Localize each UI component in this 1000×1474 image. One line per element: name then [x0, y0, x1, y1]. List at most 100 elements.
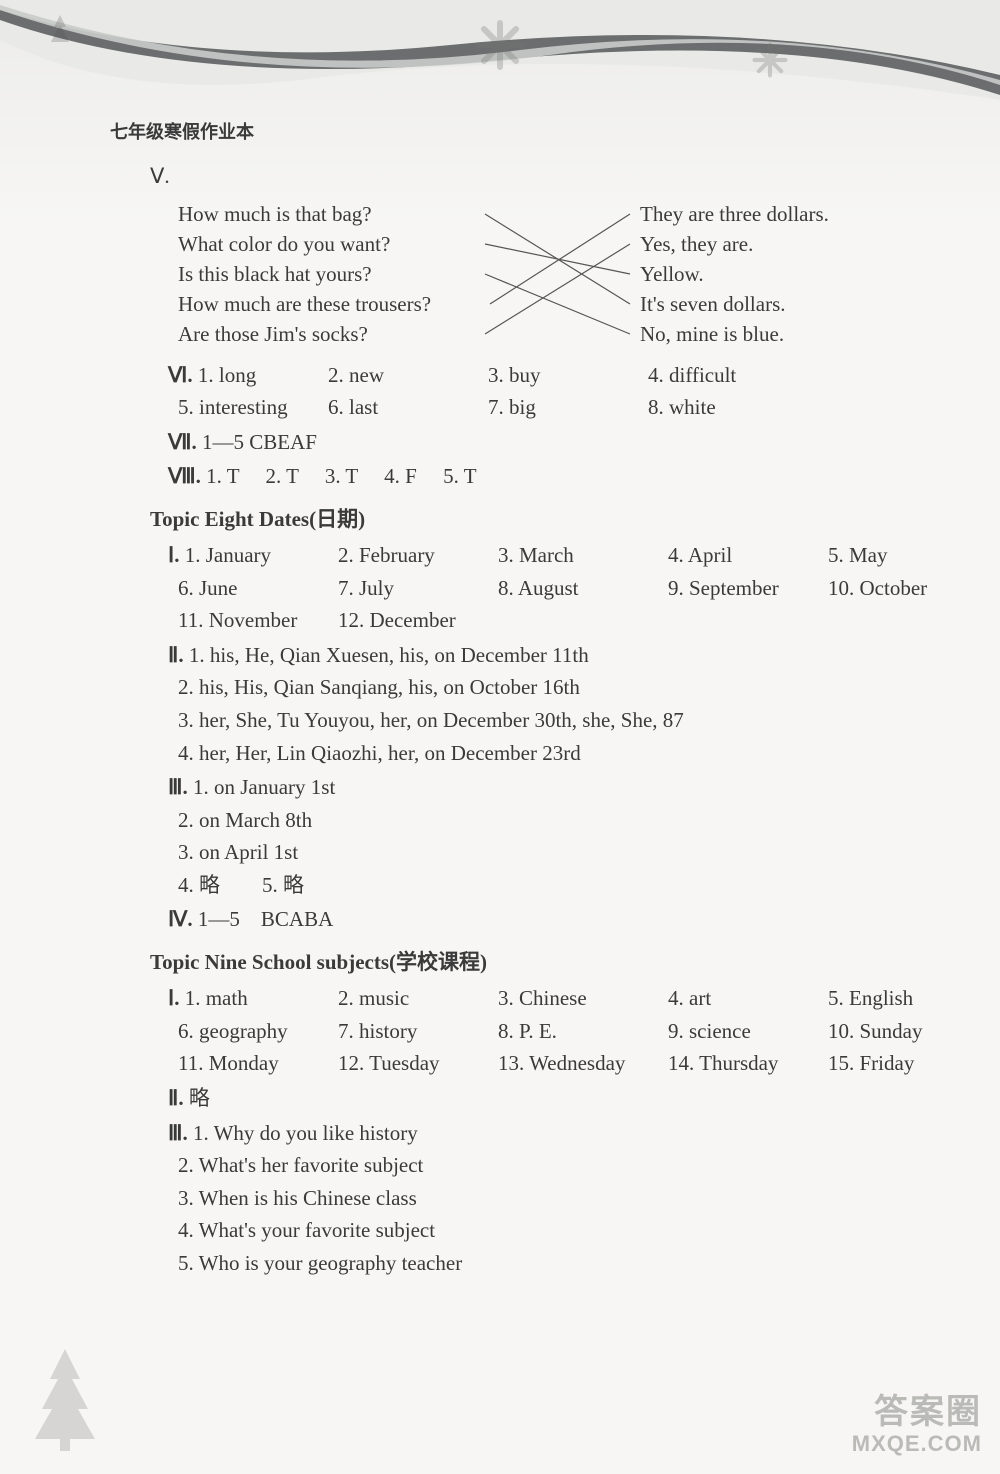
topic8-IV-label: Ⅳ. — [168, 907, 193, 931]
section-8: Ⅷ. 1. T 2. T 3. T 4. F 5. T — [150, 460, 850, 493]
answer-item: 5. interesting — [178, 391, 328, 424]
answer-item: 2. T — [265, 464, 298, 488]
answer-text: 1—5 CBEAF — [202, 430, 317, 454]
topic8-IV: Ⅳ. 1—5 BCABA — [150, 903, 850, 936]
answer-item: 5. T — [443, 464, 476, 488]
topic8-II-2: 2. his, His, Qian Sanqiang, his, on Octo… — [150, 671, 850, 704]
topic8-I-row2: 6. June 7. July 8. August 9. September 1… — [150, 572, 850, 605]
answer-item: 6. June — [178, 572, 338, 605]
section-5-label: Ⅴ. — [150, 160, 850, 193]
topic8-III-2: 2. on March 8th — [150, 804, 850, 837]
match-right-column: They are three dollars. Yes, they are. Y… — [640, 199, 829, 349]
answer-item: 1. math — [185, 986, 248, 1010]
section-6-row1: Ⅵ. 1. long 2. new 3. buy 4. difficult — [150, 359, 850, 392]
answer-item: 7. history — [338, 1015, 498, 1048]
answer-item: 10. Sunday — [828, 1015, 958, 1048]
answer-item: 10. October — [828, 572, 958, 605]
answer-item: 3. Chinese — [498, 982, 668, 1015]
answer-text: 略 — [189, 1086, 210, 1110]
answer-item: 11. Monday — [178, 1047, 338, 1080]
answer-item: 11. November — [178, 604, 338, 637]
answer-item: 2. new — [328, 359, 488, 392]
topic9-II-label: Ⅱ. — [168, 1086, 184, 1110]
topic-8-title: Topic Eight Dates(日期) — [150, 503, 850, 536]
answer-item: 15. Friday — [828, 1047, 958, 1080]
topic8-III-4-5: 4. 略 5. 略 — [150, 869, 850, 902]
watermark-bottom: MXQE.COM — [852, 1432, 982, 1456]
answer-item: 2. February — [338, 539, 498, 572]
answer-item: 1. T — [206, 464, 239, 488]
answer-item: 3. buy — [488, 359, 648, 392]
section-7: Ⅶ. 1—5 CBEAF — [150, 426, 850, 459]
topic-9-title: Topic Nine School subjects(学校课程) — [150, 946, 850, 979]
topic8-III-3: 3. on April 1st — [150, 836, 850, 869]
answer-item: 5. English — [828, 982, 958, 1015]
answer-item: 9. September — [668, 572, 828, 605]
answer-item: 12. December — [338, 604, 498, 637]
section-6-row2: 5. interesting 6. last 7. big 8. white — [150, 391, 850, 424]
topic9-I-row3: 11. Monday 12. Tuesday 13. Wednesday 14.… — [150, 1047, 850, 1080]
match-left-item: How much are these trousers? — [178, 289, 431, 319]
answer-item: 13. Wednesday — [498, 1047, 668, 1080]
topic9-III-4: 4. What's your favorite subject — [150, 1214, 850, 1247]
topic9-I-row2: 6. geography 7. history 8. P. E. 9. scie… — [150, 1015, 850, 1048]
topic9-II: Ⅱ. 略 — [150, 1082, 850, 1115]
answer-item: 7. July — [338, 572, 498, 605]
section-7-label: Ⅶ. — [168, 430, 197, 454]
match-left-item: Is this black hat yours? — [178, 259, 431, 289]
answer-item: 6. geography — [178, 1015, 338, 1048]
matching-exercise: How much is that bag? What color do you … — [150, 199, 850, 359]
answer-item: 8. P. E. — [498, 1015, 668, 1048]
answer-text: 1—5 BCABA — [198, 907, 333, 931]
answer-item: 4. art — [668, 982, 828, 1015]
match-left-item: Are those Jim's socks? — [178, 319, 431, 349]
topic8-I-label: Ⅰ. — [168, 543, 179, 567]
answer-item: 4. F — [384, 464, 417, 488]
topic8-II-1: Ⅱ. 1. his, He, Qian Xuesen, his, on Dece… — [150, 639, 850, 672]
topic9-III-label: Ⅲ. — [168, 1121, 188, 1145]
topic9-III-2: 2. What's her favorite subject — [150, 1149, 850, 1182]
answer-item: 14. Thursday — [668, 1047, 828, 1080]
topic8-I-row1: Ⅰ. 1. January 2. February 3. March 4. Ap… — [150, 539, 850, 572]
match-right-item: Yes, they are. — [640, 229, 829, 259]
topic9-III-5: 5. Who is your geography teacher — [150, 1247, 850, 1280]
answer-item: 8. white — [648, 391, 808, 424]
match-right-item: It's seven dollars. — [640, 289, 829, 319]
answer-item: 1. January — [185, 543, 271, 567]
answer-item: 12. Tuesday — [338, 1047, 498, 1080]
topic9-I-label: Ⅰ. — [168, 986, 179, 1010]
topic9-III-1: Ⅲ. 1. Why do you like history — [150, 1117, 850, 1150]
answer-item: 2. music — [338, 982, 498, 1015]
watermark: 答案圈 MXQE.COM — [852, 1394, 982, 1456]
answer-item: 9. science — [668, 1015, 828, 1048]
topic8-I-row3: 11. November 12. December — [150, 604, 850, 637]
answer-item: 1. Why do you like history — [193, 1121, 418, 1145]
match-right-item: Yellow. — [640, 259, 829, 289]
match-left-item: What color do you want? — [178, 229, 431, 259]
section-6-label: Ⅵ. — [168, 363, 193, 387]
watermark-top: 答案圈 — [852, 1394, 982, 1431]
answer-item: 4. difficult — [648, 359, 808, 392]
match-left-column: How much is that bag? What color do you … — [178, 199, 431, 349]
answer-item: 3. March — [498, 539, 668, 572]
answer-item: 1. his, He, Qian Xuesen, his, on Decembe… — [189, 643, 589, 667]
answer-item: 4. April — [668, 539, 828, 572]
answer-item: 1. long — [198, 363, 256, 387]
tree-decoration-icon — [20, 1344, 110, 1454]
section-8-label: Ⅷ. — [168, 464, 201, 488]
answer-item: 6. last — [328, 391, 488, 424]
answer-item: 1. on January 1st — [193, 775, 335, 799]
match-left-item: How much is that bag? — [178, 199, 431, 229]
match-right-item: They are three dollars. — [640, 199, 829, 229]
match-right-item: No, mine is blue. — [640, 319, 829, 349]
answer-item: 7. big — [488, 391, 648, 424]
topic9-I-row1: Ⅰ. 1. math 2. music 3. Chinese 4. art 5.… — [150, 982, 850, 1015]
topic9-III-3: 3. When is his Chinese class — [150, 1182, 850, 1215]
topic8-II-label: Ⅱ. — [168, 643, 184, 667]
answer-content: Ⅴ. How much is that bag? What color do y… — [150, 160, 850, 1279]
topic8-II-3: 3. her, She, Tu Youyou, her, on December… — [150, 704, 850, 737]
book-title: 七年级寒假作业本 — [110, 118, 254, 144]
answer-item: 5. May — [828, 539, 958, 572]
topic8-III-1: Ⅲ. 1. on January 1st — [150, 771, 850, 804]
topic8-II-4: 4. her, Her, Lin Qiaozhi, her, on Decemb… — [150, 737, 850, 770]
